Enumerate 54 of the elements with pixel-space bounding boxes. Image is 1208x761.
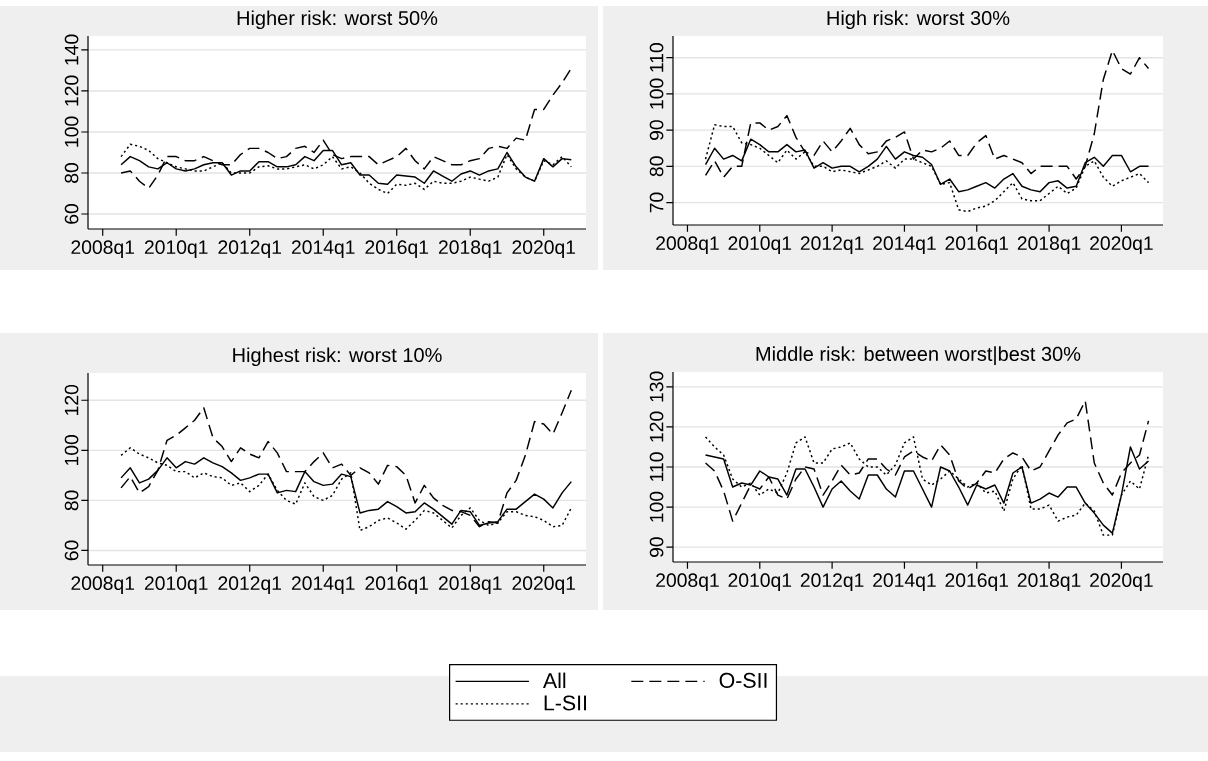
x-tick-label: 2014q1 [291, 576, 355, 594]
y-tick-label: 60 [64, 204, 79, 224]
x-tick-label: 2008q1 [656, 236, 719, 254]
x-tick-label: 2014q1 [873, 573, 936, 591]
legend-label: All [542, 672, 566, 689]
y-tick-label: 80 [649, 156, 664, 177]
x-tick-label: 2020q1 [1090, 236, 1153, 254]
x-tick-label: 2016q1 [365, 240, 429, 258]
x-tick-label: 2018q1 [438, 240, 502, 258]
y-tick-label: 100 [649, 78, 664, 109]
y-tick-label: 130 [649, 371, 664, 402]
y-tick-label: 60 [64, 540, 79, 561]
y-tick-label: 120 [64, 384, 79, 415]
x-tick-label: 2018q1 [1017, 573, 1081, 591]
x-tick-label: 2020q1 [512, 576, 576, 594]
chart-title: Middle risk: between worst|best 30% [756, 346, 1081, 366]
x-tick-label: 2020q1 [512, 240, 576, 258]
x-tick-label: 2012q1 [800, 573, 864, 591]
x-tick-label: 2010q1 [144, 240, 208, 258]
x-tick-label: 2010q1 [144, 576, 208, 594]
x-tick-label: 2014q1 [873, 236, 936, 254]
x-tick-label: 2012q1 [800, 236, 864, 254]
y-tick-label: 90 [649, 120, 664, 140]
x-tick-label: 2008q1 [656, 573, 719, 591]
y-tick-label: 110 [649, 43, 664, 72]
x-tick-label: 2016q1 [945, 236, 1009, 254]
y-tick-label: 120 [64, 75, 79, 106]
x-tick-label: 2012q1 [218, 240, 282, 258]
chart-title: Higher risk: worst 50% [237, 10, 438, 30]
y-tick-label: 80 [64, 163, 79, 183]
y-tick-label: 120 [649, 411, 664, 442]
chart-title: High risk: worst 30% [827, 10, 1010, 30]
chart-title: Highest risk: worst 10% [233, 347, 442, 367]
y-tick-label: 100 [649, 491, 664, 522]
x-tick-label: 2018q1 [438, 576, 502, 594]
x-tick-label: 2010q1 [728, 236, 792, 254]
x-tick-label: 2016q1 [945, 573, 1009, 591]
y-tick-label: 100 [64, 434, 79, 465]
x-tick-label: 2018q1 [1017, 236, 1081, 254]
y-tick-label: 90 [649, 537, 664, 558]
x-tick-label: 2010q1 [728, 573, 792, 591]
y-tick-label: 80 [64, 490, 79, 511]
x-tick-label: 2008q1 [71, 240, 135, 258]
y-tick-label: 70 [649, 192, 664, 213]
x-tick-label: 2008q1 [71, 576, 135, 594]
x-tick-label: 2020q1 [1090, 573, 1153, 591]
x-tick-label: 2012q1 [218, 576, 282, 594]
legend-label: O-SII [719, 672, 767, 688]
y-tick-label: 110 [649, 452, 664, 481]
legend-label: L-SII [544, 695, 587, 711]
x-tick-label: 2014q1 [291, 240, 355, 258]
y-tick-label: 100 [64, 116, 79, 147]
y-tick-label: 140 [64, 34, 79, 65]
x-tick-label: 2016q1 [365, 576, 429, 594]
